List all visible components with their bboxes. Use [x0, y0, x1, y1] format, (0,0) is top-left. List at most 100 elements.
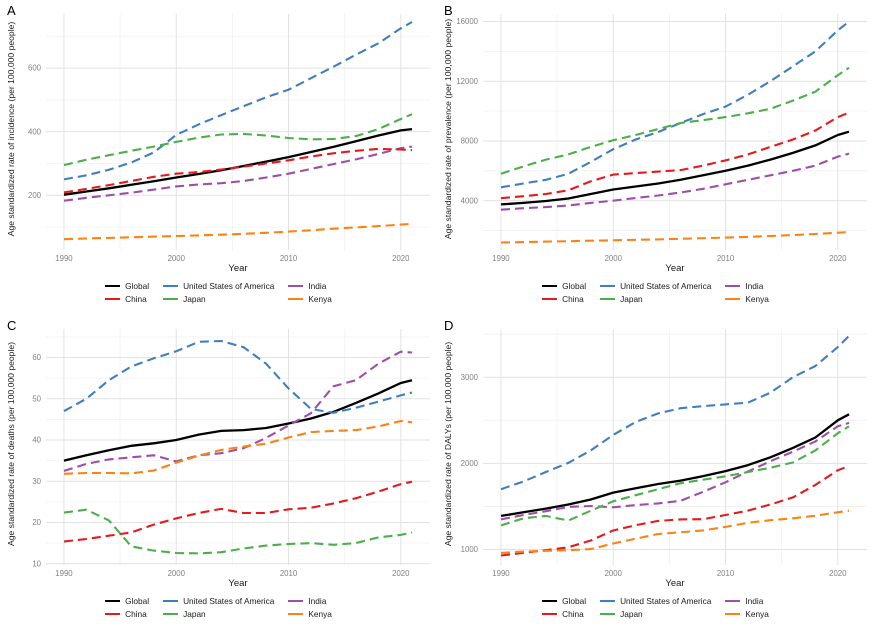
plot-D: 1000 2000 3000 1990 2000 2010 2020 — [461, 329, 867, 578]
legend-item-global: Global — [542, 281, 586, 291]
x-tick-label: 1990 — [492, 254, 510, 263]
x-tick-label: 2000 — [605, 569, 623, 578]
legend-key-china — [542, 613, 558, 615]
y-tick-label: 4000 — [461, 196, 479, 205]
series-line-china — [63, 480, 413, 543]
legend-key-india — [288, 600, 304, 602]
series-line-kenya — [63, 419, 413, 475]
legend-label-china: China — [562, 609, 584, 619]
legend-key-japan — [600, 613, 616, 615]
legend-item-united-states-of-america: United States of America — [163, 281, 274, 291]
legend-item-kenya: Kenya — [725, 609, 769, 619]
y-tick-label: 8000 — [461, 137, 479, 146]
legend-item-china: China — [105, 609, 149, 619]
legend-key-japan — [600, 298, 616, 300]
x-tick-label: 1990 — [492, 569, 510, 578]
y-tick-label: 40 — [32, 436, 41, 445]
legend-label-india: India — [308, 596, 327, 606]
legend-item-united-states-of-america: United States of America — [600, 281, 711, 291]
x-axis-label-B: Year — [665, 263, 685, 274]
series-line-global — [500, 130, 850, 206]
legend-rows: Global United States of America India China… — [542, 281, 769, 304]
legend-label-china: China — [562, 294, 584, 304]
legend-item-global: Global — [105, 281, 149, 291]
series-line-china — [500, 111, 850, 200]
y-axis-label-B: Age standardized rate of prevalence (per… — [443, 18, 453, 240]
legend-item-japan: Japan — [600, 609, 711, 619]
legend-key-china — [105, 613, 121, 615]
plot-A: 200 400 600 1990 2000 2010 2020 — [28, 14, 430, 263]
legend-item-united-states-of-america: United States of America — [163, 596, 274, 606]
y-tick-label: 400 — [28, 127, 42, 136]
legend-B: Global United States of America India China… — [437, 281, 874, 304]
legend-label-japan: Japan — [183, 294, 206, 304]
legend-label-kenya: Kenya — [745, 609, 769, 619]
legend-key-japan — [163, 298, 179, 300]
series-line-global — [63, 379, 413, 462]
y-tick-label: 12000 — [456, 77, 478, 86]
panel-B: B Age standardized rate of prevalence (p… — [437, 0, 874, 315]
x-axis-label-D: Year — [665, 578, 685, 589]
y-tick-label: 50 — [32, 394, 41, 403]
panel-letter-B: B — [444, 3, 453, 18]
y-tick-label: 600 — [28, 64, 42, 73]
legend-key-global — [542, 285, 558, 287]
series-line-japan — [500, 66, 850, 175]
x-tick-label: 2010 — [717, 254, 735, 263]
series-line-india — [63, 350, 413, 472]
legend-label-kenya: Kenya — [308, 609, 332, 619]
legend-D: Global United States of America India China… — [437, 596, 874, 619]
legend-label-united-states-of-america: United States of America — [620, 281, 712, 291]
series-line-global — [63, 127, 413, 196]
series-line-united-states-of-america — [63, 21, 413, 181]
legend-item-kenya: Kenya — [288, 294, 332, 304]
panel-letter-C: C — [7, 318, 17, 333]
legend-key-kenya — [725, 298, 741, 300]
legend-item-india: India — [288, 281, 332, 291]
y-tick-label: 2000 — [461, 459, 479, 468]
legend-label-india: India — [745, 596, 764, 606]
legend-key-india — [725, 600, 741, 602]
series-line-kenya — [63, 222, 413, 241]
x-tick-label: 2020 — [392, 569, 410, 578]
legend-label-united-states-of-america: United States of America — [183, 281, 275, 291]
x-tick-label: 2010 — [717, 569, 735, 578]
legend-key-united-states-of-america — [600, 600, 616, 602]
series-line-global — [500, 413, 850, 518]
x-tick-label: 2020 — [829, 569, 847, 578]
legend-key-united-states-of-america — [163, 600, 179, 602]
legend-key-kenya — [288, 613, 304, 615]
legend-label-united-states-of-america: United States of America — [620, 596, 712, 606]
legend-item-global: Global — [105, 596, 149, 606]
y-tick-label: 200 — [28, 191, 42, 200]
series-line-japan — [63, 113, 413, 167]
legend-label-kenya: Kenya — [745, 294, 769, 304]
legend-item-japan: Japan — [600, 294, 711, 304]
y-tick-label: 3000 — [461, 373, 479, 382]
legend-label-global: Global — [125, 281, 150, 291]
legend-label-united-states-of-america: United States of America — [183, 596, 275, 606]
x-tick-label: 2020 — [392, 254, 410, 263]
legend-item-japan: Japan — [163, 609, 274, 619]
legend-C: Global United States of America India China… — [0, 596, 437, 619]
plot-B: 4000 8000 12000 16000 1990 2000 2010 2020 — [456, 14, 867, 263]
legend-key-kenya — [288, 298, 304, 300]
x-tick-label: 2000 — [168, 569, 186, 578]
y-tick-label: 10 — [32, 559, 41, 568]
x-axis-label-C: Year — [228, 578, 248, 589]
legend-item-united-states-of-america: United States of America — [600, 596, 711, 606]
series-line-united-states-of-america — [500, 20, 850, 189]
legend-label-china: China — [125, 609, 147, 619]
series-line-china — [500, 464, 850, 557]
legend-item-india: India — [288, 596, 332, 606]
series-line-kenya — [500, 231, 850, 244]
series-line-kenya — [500, 509, 850, 554]
legend-item-japan: Japan — [163, 294, 274, 304]
legend-key-global — [542, 600, 558, 602]
y-axis-label-D: Age standardized rate of DALYs (per 100,… — [443, 341, 453, 547]
y-tick-label: 16000 — [456, 17, 478, 26]
legend-key-global — [105, 600, 121, 602]
x-tick-label: 2000 — [605, 254, 623, 263]
series-line-united-states-of-america — [63, 339, 413, 414]
